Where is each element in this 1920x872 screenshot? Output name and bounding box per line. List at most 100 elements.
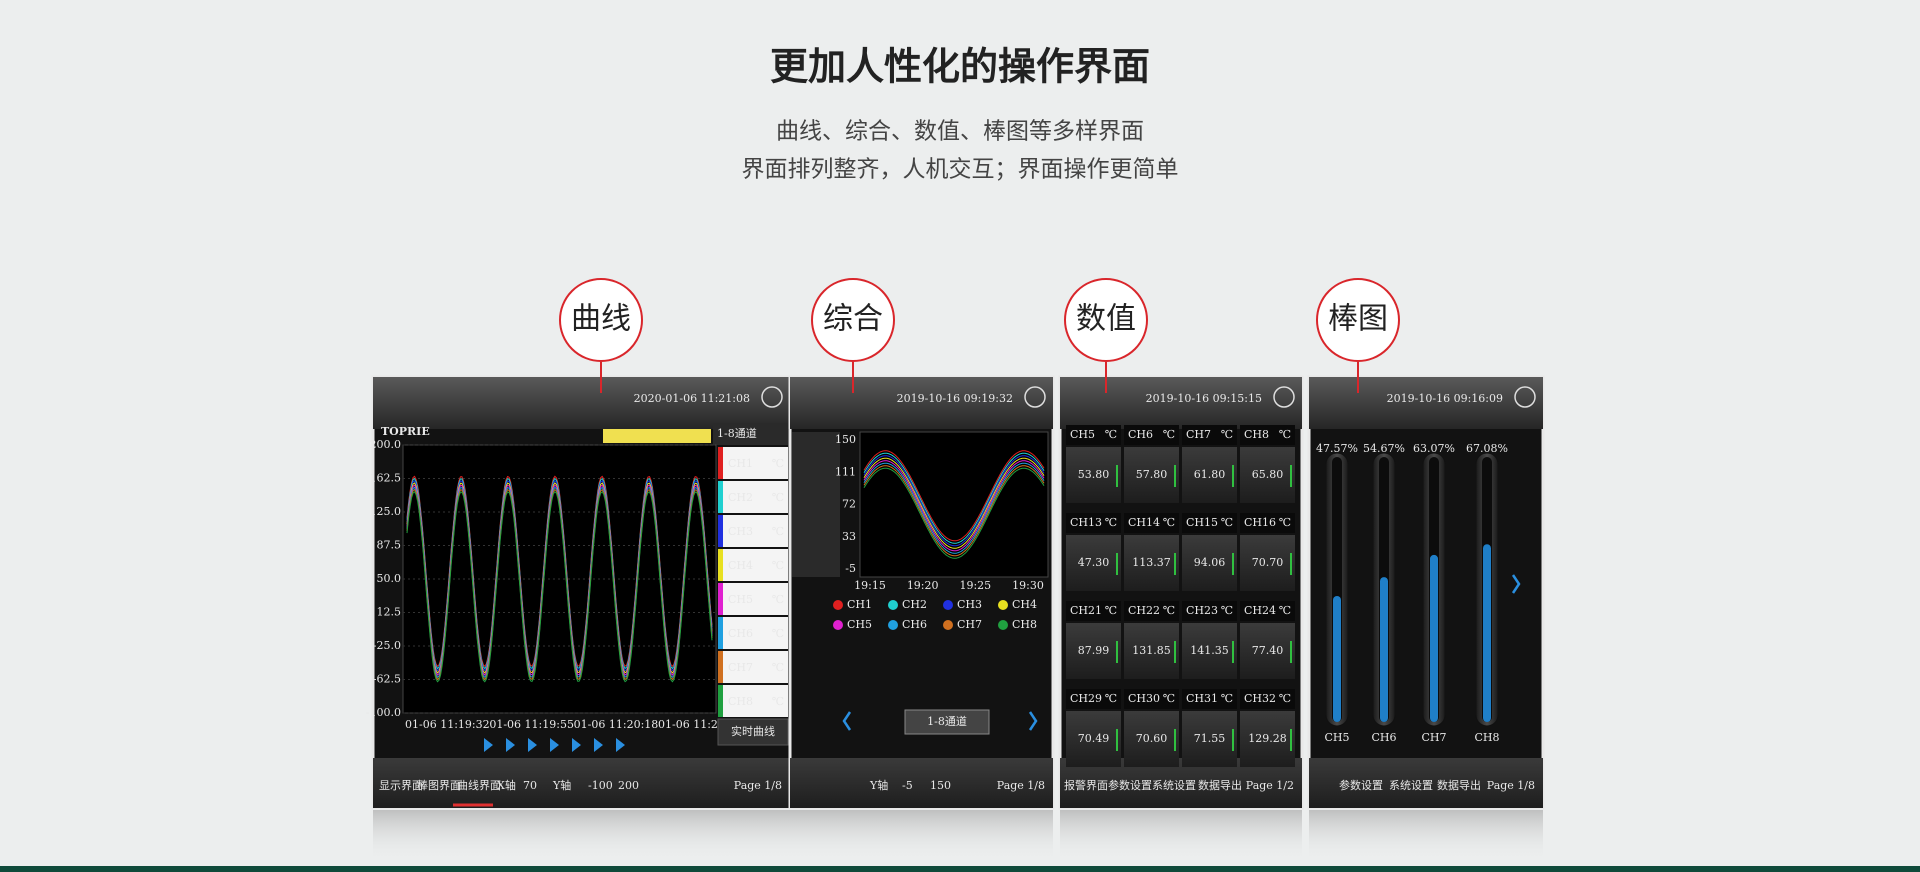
legend-label: CH7 [957,618,982,631]
alarm-led [1174,553,1176,575]
cell-body [1240,623,1295,679]
x-tick-label: 01-06 11:20:18 [574,718,659,731]
percent-label: 54.67% [1363,442,1405,455]
x-tick-label: 19:20 [907,579,939,592]
channel-name: CH23 [1186,604,1218,617]
button [717,718,789,746]
menu-item: -100 [588,779,613,792]
channel-color [718,583,723,615]
brand: TOPRIE [381,425,430,438]
alarm-led [1174,729,1176,751]
status-box [603,429,711,443]
datetime: 2019-10-16 09:19:32 [897,392,1013,405]
channel-name: CH5 [728,593,753,606]
channel-color [718,481,723,513]
channel-color [718,617,723,649]
curve [863,455,1045,547]
unit: ℃ [1105,428,1117,441]
menu-item: 70 [523,779,537,792]
unit: ℃ [1105,692,1117,705]
callout-label: 曲线 [571,302,631,337]
alarm-led [1232,641,1234,663]
y-tick-label: 87.5 [377,539,402,552]
value: 53.80 [1078,468,1110,481]
alarm-led [1116,641,1118,663]
channel-row [718,651,788,683]
cell-header [1182,425,1237,445]
alarm-led [1116,553,1118,575]
callout-circle [559,278,643,362]
cell-body [1240,711,1295,767]
alarm-led [1290,641,1292,663]
value: 129.28 [1248,732,1287,745]
y-tick-label: 200.0 [370,438,402,451]
channel-name: CH1 [728,457,753,470]
screen-header [1060,377,1302,429]
callout-circle [1064,278,1148,362]
channel-name: CH22 [1128,604,1160,617]
channel-name: CH8 [1244,428,1269,441]
curve [863,465,1045,557]
value: 131.85 [1132,644,1171,657]
percent-label: 67.08% [1466,442,1508,455]
unit: ℃ [1163,692,1175,705]
channel-name: CH32 [1244,692,1276,705]
datetime: 2020-01-06 11:21:08 [634,392,750,405]
channel-name: CH5 [1070,428,1095,441]
bar-fill [1483,544,1491,722]
cell-header [1066,425,1121,445]
cell-header [1124,689,1179,709]
unit: ℃ [772,661,784,674]
percent-label: 47.57% [1316,442,1358,455]
unit: ℃ [1221,516,1233,529]
cell-header [1240,601,1295,621]
cell-body [1182,535,1237,591]
bottom-bar [0,866,1920,872]
alarm-led [1290,553,1292,575]
unit: ℃ [1279,428,1291,441]
nav-arrow [616,738,625,752]
channel-name: CH14 [1128,516,1160,529]
menu-item: -5 [902,779,913,792]
alarm-led [1116,729,1118,751]
screen-footer [373,758,790,808]
x-tick-label: 19:30 [1012,579,1044,592]
legend-label: CH4 [1012,598,1037,611]
nav-arrow [572,738,581,752]
reflection [373,810,790,862]
y-tick-label: 12.5 [377,606,402,619]
y-tick-label: 33 [842,530,856,543]
y-tick-label: 162.5 [370,472,402,485]
channel-name: CH6 [1371,731,1396,744]
page-indicator: Page 1/8 [1487,779,1535,792]
alarm-led [1116,465,1118,487]
bar-fill [1333,595,1341,722]
channel-name: CH5 [1324,731,1349,744]
alarm-led [1232,553,1234,575]
menu-item: 150 [930,779,951,792]
legend-dot [943,620,953,630]
unit: ℃ [1105,516,1117,529]
cell-header [1182,513,1237,533]
bar-fill [1430,554,1438,722]
x-tick-label: 19:25 [959,579,991,592]
unit: ℃ [1221,428,1233,441]
cell-header [1182,601,1237,621]
globe-icon [1273,386,1295,408]
legend-label: CH2 [902,598,927,611]
cell-body [1124,623,1179,679]
value: 71.55 [1194,732,1226,745]
value: 77.40 [1252,644,1284,657]
cell-body [1124,711,1179,767]
legend-dot [888,600,898,610]
title: 更加人性化的操作界面 [770,45,1150,89]
x-tick-label: 01-06 11:19:55 [489,718,574,731]
channel-name: CH7 [1186,428,1211,441]
select-box [713,423,788,445]
unit: ℃ [772,525,784,538]
channel-row [718,617,788,649]
menu-item: 曲线界面 [457,778,501,792]
page-indicator: Page 1/2 [1246,779,1294,792]
curve [863,457,1045,549]
